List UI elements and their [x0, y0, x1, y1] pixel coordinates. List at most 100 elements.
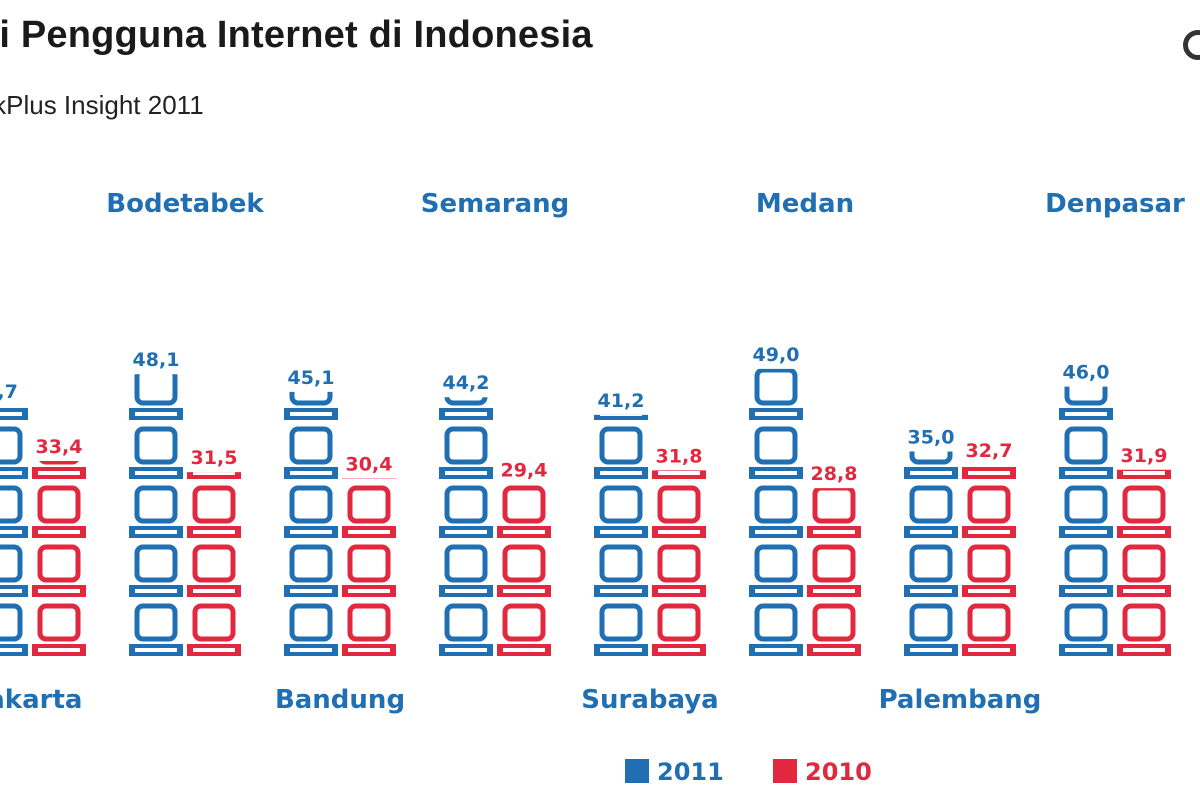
value-label: 45,1: [288, 367, 335, 389]
value-label: 44,2: [443, 372, 490, 394]
computer-icon: [652, 544, 706, 597]
computer-icon: [1059, 485, 1113, 538]
computer-icon: [439, 485, 493, 538]
logo-icon: [1183, 30, 1200, 60]
value-label: 2,7: [0, 381, 18, 403]
bar-2011: [1059, 386, 1113, 656]
legend: 2011 2010: [625, 758, 872, 786]
computer-icon: [32, 460, 86, 479]
computer-icon: [439, 397, 493, 420]
computer-icon: [652, 603, 706, 656]
computer-icon: [749, 544, 803, 597]
value-label: 31,8: [656, 445, 703, 467]
computer-icon: [962, 485, 1016, 538]
value-label: 31,5: [191, 447, 238, 469]
bar-2010: [342, 478, 396, 656]
computer-icon: [904, 485, 958, 538]
computer-icon: [284, 426, 338, 479]
city-group: 44,2 29,4 Semarang: [421, 189, 569, 656]
bar-2010: [962, 467, 1016, 656]
computer-icon: [284, 391, 338, 420]
computer-icon: [129, 603, 183, 656]
value-label: 33,4: [36, 436, 83, 458]
city-group: 2,7 33,4 Jakarta: [0, 381, 86, 715]
computer-icon: [1059, 386, 1113, 420]
computer-icon: [652, 470, 706, 479]
computer-icon: [342, 544, 396, 597]
computer-icon: [0, 485, 28, 538]
legend-label: 2010: [805, 758, 872, 786]
computer-icon: [904, 603, 958, 656]
computer-icon: [0, 544, 28, 597]
bar-2010: [32, 460, 86, 656]
computer-icon: [749, 426, 803, 479]
computer-icon: [594, 544, 648, 597]
city-label: Surabaya: [581, 685, 718, 715]
computer-icon: [594, 426, 648, 479]
bar-2010: [1117, 469, 1171, 656]
city-label: Semarang: [421, 189, 569, 219]
computer-icon: [594, 485, 648, 538]
bar-2011: [904, 451, 958, 656]
computer-icon: [284, 544, 338, 597]
computer-icon: [342, 485, 396, 538]
computer-icon: [1059, 603, 1113, 656]
computer-icon: [187, 472, 241, 479]
computer-icon: [807, 488, 861, 538]
bar-2010: [187, 472, 241, 656]
computer-icon: [497, 544, 551, 597]
computer-icon: [0, 426, 28, 479]
value-label: 41,2: [598, 390, 645, 412]
computer-icon: [749, 368, 803, 420]
chart-title: si Pengguna Internet di Indonesia: [0, 14, 593, 56]
computer-icon: [1117, 469, 1171, 479]
city-group: 41,2 31,8 Surabaya: [581, 390, 718, 715]
value-label: 46,0: [1063, 362, 1110, 384]
computer-icon: [32, 544, 86, 597]
bar-2011: [594, 414, 648, 656]
computer-icon: [284, 603, 338, 656]
legend-swatch: [773, 759, 797, 783]
bar-2010: [652, 470, 706, 656]
computer-icon: [807, 603, 861, 656]
computer-icon: [749, 603, 803, 656]
bar-2011: [439, 397, 493, 656]
city-label: Medan: [756, 189, 854, 219]
city-label: Palembang: [879, 685, 1042, 715]
city-label: Denpasar: [1045, 189, 1185, 219]
city-group: 49,0 28,8 Medan: [749, 189, 861, 656]
computer-icon: [749, 485, 803, 538]
bar-2010: [807, 488, 861, 656]
city-label: Bandung: [275, 685, 405, 715]
computer-icon: [439, 544, 493, 597]
bar-2011: [0, 408, 28, 656]
computer-icon: [962, 544, 1016, 597]
computer-icon: [1117, 544, 1171, 597]
computer-icon: [1117, 485, 1171, 538]
computer-icon: [1059, 544, 1113, 597]
bar-2011: [749, 368, 803, 656]
value-label: 32,7: [966, 440, 1013, 462]
computer-icon: [129, 374, 183, 420]
computer-icon: [1059, 426, 1113, 479]
computer-icon: [497, 603, 551, 656]
value-label: 29,4: [501, 460, 548, 482]
value-label: 30,4: [346, 454, 393, 476]
bar-2010: [497, 485, 551, 656]
computer-icon: [342, 478, 396, 479]
computer-icon: [32, 485, 86, 538]
computer-icon: [187, 544, 241, 597]
computer-icon: [0, 408, 28, 420]
city-group: 45,1 30,4 Bandung: [275, 367, 405, 715]
city-group: 35,0 32,7 Palembang: [879, 427, 1042, 716]
value-label: 49,0: [753, 344, 800, 366]
computer-icon: [129, 544, 183, 597]
computer-icon: [284, 485, 338, 538]
value-label: 35,0: [908, 427, 955, 449]
computer-icon: [187, 485, 241, 538]
computer-icon: [342, 603, 396, 656]
computer-icon: [0, 603, 28, 656]
computer-icon: [807, 544, 861, 597]
computer-icon: [904, 451, 958, 479]
